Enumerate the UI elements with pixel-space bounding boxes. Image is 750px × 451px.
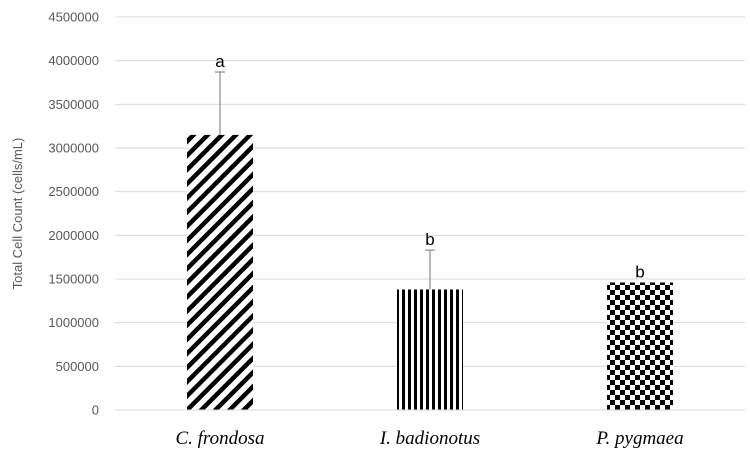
y-tick-label: 500000 [56, 359, 99, 374]
y-tick-label: 4000000 [48, 53, 99, 68]
x-category-label: I. badionotus [379, 428, 480, 449]
bar [397, 289, 463, 410]
y-tick-label: 3500000 [48, 97, 99, 112]
significance-labels: a b b [215, 52, 644, 281]
bar [187, 134, 253, 410]
y-tick-label: 4500000 [48, 10, 99, 25]
y-axis-label: Total Cell Count (cells/mL) [10, 138, 25, 290]
y-axis-tick-labels: 0 500000 1000000 1500000 2000000 2500000 30000… [48, 10, 99, 418]
significance-label: a [215, 52, 225, 71]
significance-label: b [635, 262, 644, 281]
y-tick-label: 0 [92, 403, 99, 418]
significance-label: b [425, 230, 434, 249]
y-tick-label: 1000000 [48, 315, 99, 330]
bar [607, 282, 673, 410]
y-tick-label: 3000000 [48, 141, 99, 156]
y-tick-label: 2000000 [48, 228, 99, 243]
x-category-label: C. frondosa [175, 428, 264, 449]
y-tick-label: 2500000 [48, 184, 99, 199]
error-bars [215, 71, 435, 290]
y-tick-label: 1500000 [48, 272, 99, 287]
x-category-label: P. pygmaea [595, 428, 683, 449]
bars [187, 134, 673, 410]
x-axis-category-labels: C. frondosa I. badionotus P. pygmaea [175, 428, 683, 449]
